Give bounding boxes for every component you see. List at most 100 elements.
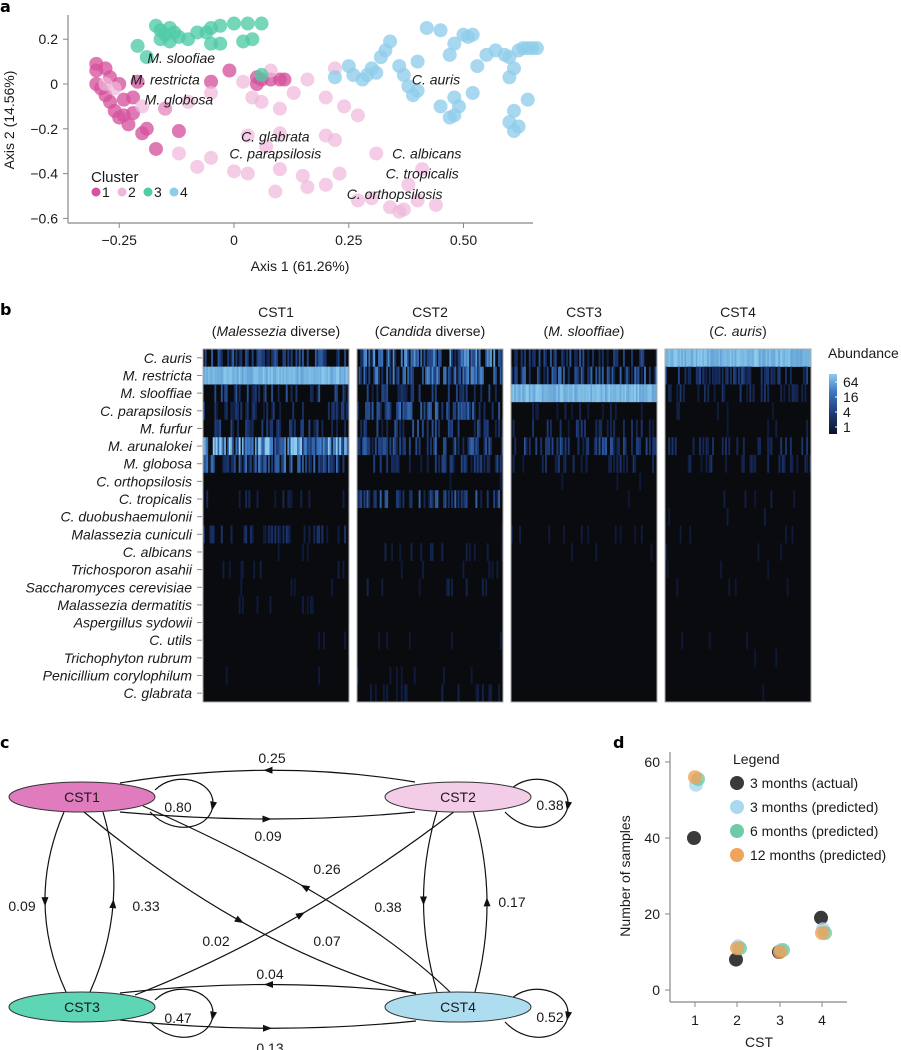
panel-b-heatmap-cell [478, 419, 481, 438]
panel-b-heatmap-cell [648, 419, 651, 438]
panel-b-heatmap-cell [793, 349, 796, 367]
panel-b-heatmap-cell [490, 349, 492, 367]
panel-b-heatmap-cell [245, 401, 248, 420]
panel-b-heatmap-cell [801, 437, 804, 456]
panel-b-heatmap-cell [323, 366, 325, 385]
panel-b-heatmap-cell [525, 437, 528, 456]
panel-b-heatmap-cell [254, 366, 257, 385]
panel-b-heatmap-cell [616, 349, 619, 367]
panel-b-heatmap-cell [710, 454, 713, 473]
panel-b-heatmap-cell [381, 578, 384, 597]
panel-b-heatmap-cell [477, 437, 479, 456]
panel-b-heatmap-cell [757, 437, 760, 456]
panel-b-heatmap-cell [772, 401, 774, 420]
panel-b-heatmap-cell [465, 401, 468, 420]
panel-b-heatmap-cell [266, 437, 269, 456]
panel-b-heatmap-cell [423, 490, 426, 509]
panel-b-heatmap-cell [681, 349, 684, 367]
panel-b-heatmap-cell [447, 419, 450, 438]
panel-b-heatmap-cell [692, 349, 695, 367]
panel-b-heatmap-cell [327, 401, 330, 420]
panel-b-heatmap-cell [725, 366, 727, 385]
panel-a-point-cluster-4 [465, 27, 480, 42]
panel-b-heatmap-cell [631, 437, 633, 456]
panel-b-heatmap-cell [564, 437, 567, 456]
panel-b-heatmap-cell [297, 366, 300, 385]
panel-b-heatmap-cell [606, 419, 609, 438]
panel-b-heatmap-cell [631, 366, 633, 385]
panel-b-heatmap-cell [574, 366, 577, 385]
panel-b-heatmap-cell [433, 366, 436, 385]
panel-b-heatmap-cell [279, 437, 282, 456]
panel-b-heatmap-cell [323, 349, 325, 367]
panel-b-heatmap-cell [486, 490, 489, 509]
panel-b-heatmap-cell [632, 454, 635, 473]
panel-b-heatmap-cell [465, 543, 468, 561]
panel-b-heatmap-cell [470, 666, 473, 685]
panel-b-heatmap-cell [773, 366, 776, 385]
panel-b-heatmap-cell [703, 349, 706, 367]
panel-b-heatmap-cell [392, 454, 395, 473]
panel-b-heatmap-cell [245, 419, 248, 438]
panel-b-heatmap-cell [486, 543, 489, 561]
panel-b-heatmap-cell [747, 349, 750, 367]
panel-b-heatmap-cell [214, 366, 217, 385]
panel-b-heatmap-cell [274, 349, 277, 367]
panel-d-legend-swatch [730, 776, 744, 790]
panel-b-heatmap-cell [360, 419, 363, 438]
panel-a-y-tick-label: −0.6 [30, 210, 58, 226]
panel-b-heatmap-cell [749, 349, 752, 367]
panel-b-block-border [202, 348, 350, 703]
panel-b-heatmap-cell [806, 419, 809, 438]
panel-a-point-cluster-4 [433, 23, 448, 38]
panel-b-heatmap-cell [558, 454, 560, 473]
panel-b-heatmap-cell [303, 366, 306, 385]
panel-b-heatmap-cell [272, 366, 275, 385]
panel-b-heatmap-cell [736, 437, 739, 456]
panel-b-heatmap-cell [391, 543, 393, 561]
panel-a-annotation: M. globosa [145, 92, 214, 108]
panel-c-edges [41, 766, 573, 1038]
panel-b-heatmap-cell [225, 384, 228, 403]
panel-b-heatmap-cell [371, 349, 374, 367]
panel-b-heatmap-cell [227, 349, 230, 367]
panel-b-heatmap-cell [726, 507, 729, 526]
panel-b-heatmap-cell [376, 419, 379, 438]
panel-b-heatmap-cell [457, 366, 460, 385]
panel-b-heatmap-cell [365, 419, 368, 438]
panel-b-heatmap-cell [400, 349, 403, 367]
panel-b-heatmap-cell [809, 454, 812, 473]
panel-b-heatmap-cell [639, 384, 642, 403]
panel-b-heatmap-cell [267, 525, 270, 544]
panel-b-heatmap-cell [673, 349, 676, 367]
panel-b-heatmap-cell [478, 454, 481, 473]
panel-b-heatmap-cell [258, 384, 261, 403]
panel-a-point-cluster-3 [213, 18, 228, 33]
panel-b-heatmap-cell [457, 490, 460, 509]
panel-a-point-cluster-2 [410, 193, 425, 208]
panel-b-heatmap-cell [417, 349, 419, 367]
panel-b-heatmap-cell [400, 560, 403, 579]
panel-a-legend-label: 1 [102, 184, 110, 200]
panel-a-point-cluster-1 [139, 121, 154, 136]
panel-a-point-cluster-1 [277, 72, 292, 87]
panel-b-heatmap-cell [796, 349, 799, 367]
panel-b-heatmap-cell [379, 349, 382, 367]
panel-b-heatmap-cell [613, 384, 616, 403]
panel-b-heatmap-cell [271, 525, 274, 544]
panel-b-heatmap-cell [637, 437, 640, 456]
panel-b-heatmap-cell [483, 454, 486, 473]
panel-b-heatmap-cell [258, 349, 261, 367]
panel-a-point-cluster-2 [318, 177, 333, 192]
panel-b-heatmap-cell [739, 384, 742, 403]
panel-b-heatmap-cell [477, 684, 479, 703]
panel-b-heatmap-cell [618, 384, 620, 403]
panel-b-heatmap-cell [212, 525, 215, 544]
panel-b-heatmap-cell [282, 366, 285, 385]
panel-a-annotation: M. restricta [131, 72, 200, 88]
panel-b-heatmap-cell [405, 349, 408, 367]
panel-b-heatmap-cell [293, 578, 296, 597]
panel-b-heatmap-cell [488, 684, 491, 703]
panel-b-heatmap-cell [608, 384, 611, 403]
panel-b-heatmap-cell [285, 525, 288, 544]
